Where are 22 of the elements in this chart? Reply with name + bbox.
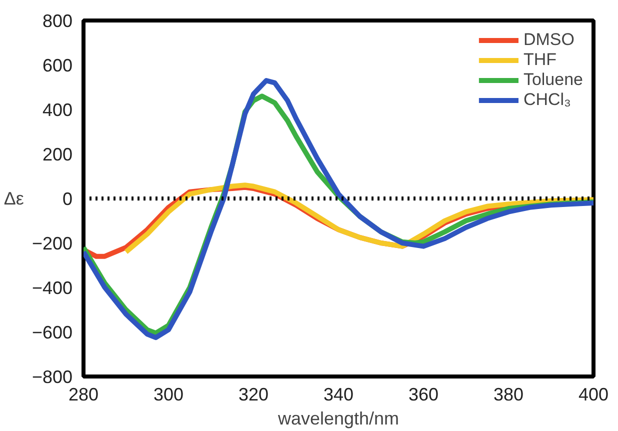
x-tick-label: 320 bbox=[238, 384, 269, 404]
legend-label: DMSO bbox=[523, 30, 574, 50]
x-tick-label: 300 bbox=[153, 384, 184, 404]
y-tick-label: −600 bbox=[32, 322, 73, 342]
y-tick-label: 200 bbox=[42, 144, 73, 164]
y-tick-label: 400 bbox=[42, 100, 73, 120]
x-tick-label: 340 bbox=[323, 384, 354, 404]
x-axis-title: wavelength/nm bbox=[276, 408, 400, 428]
legend-label: THF bbox=[523, 50, 556, 70]
y-axis-title: Δε bbox=[4, 188, 24, 208]
y-tick-label: 800 bbox=[42, 11, 73, 31]
y-tick-label: −800 bbox=[32, 367, 73, 387]
y-tick-label: −400 bbox=[32, 278, 73, 298]
legend-label: Toluene bbox=[523, 70, 583, 90]
legend-label: CHCl₃ bbox=[523, 90, 571, 110]
y-tick-label: 0 bbox=[62, 189, 73, 209]
y-tick-label: 600 bbox=[42, 56, 73, 76]
y-tick-label: −200 bbox=[32, 234, 73, 254]
x-tick-label: 380 bbox=[493, 384, 524, 404]
x-tick-label: 280 bbox=[68, 384, 99, 404]
x-tick-label: 400 bbox=[578, 384, 609, 404]
x-tick-label: 360 bbox=[408, 384, 439, 404]
